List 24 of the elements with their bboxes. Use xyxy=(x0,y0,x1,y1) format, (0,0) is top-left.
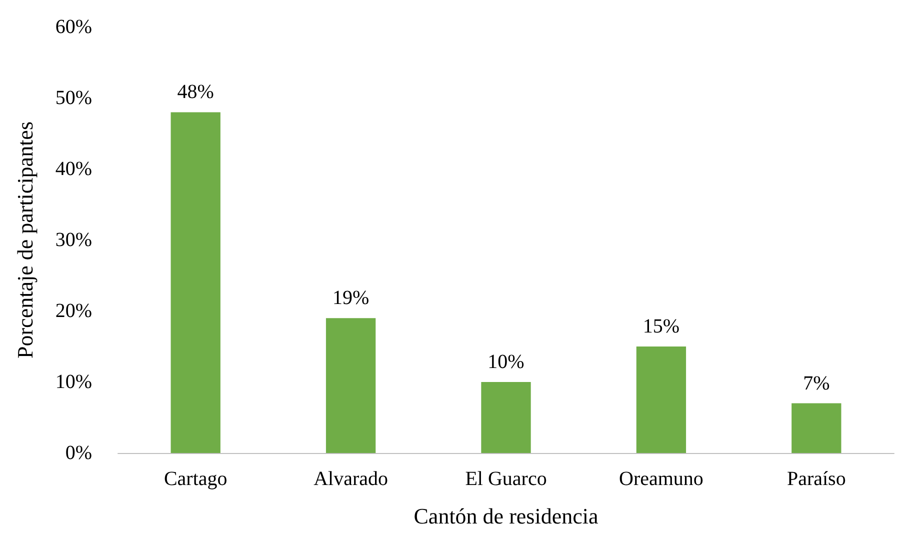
x-tick-label: El Guarco xyxy=(465,468,547,490)
data-label: 19% xyxy=(332,287,370,310)
y-tick-label: 10% xyxy=(55,371,92,393)
bar xyxy=(481,382,531,453)
x-tick-label: Oreamuno xyxy=(618,468,704,490)
data-label: 48% xyxy=(177,81,214,104)
x-tick-label: Cartago xyxy=(164,468,228,490)
bar xyxy=(326,318,376,453)
y-tick-label: 0% xyxy=(65,442,92,464)
y-tick-label: 50% xyxy=(55,87,92,109)
x-tick-label: Paraíso xyxy=(786,468,846,490)
data-label: 15% xyxy=(642,316,680,338)
bar xyxy=(792,403,842,453)
bar xyxy=(636,346,686,453)
x-axis-title: Cantón de residencia xyxy=(414,504,598,528)
x-tick-label: Alvarado xyxy=(314,468,388,490)
data-label: 10% xyxy=(488,351,524,373)
y-tick-label: 20% xyxy=(55,300,92,322)
data-label: 7% xyxy=(803,372,830,394)
bar xyxy=(170,112,220,453)
y-tick-label: 30% xyxy=(55,229,92,251)
y-axis-title: Porcentaje de participantes xyxy=(12,121,38,359)
y-tick-label: 60% xyxy=(55,16,92,38)
y-tick-label: 40% xyxy=(55,158,92,180)
